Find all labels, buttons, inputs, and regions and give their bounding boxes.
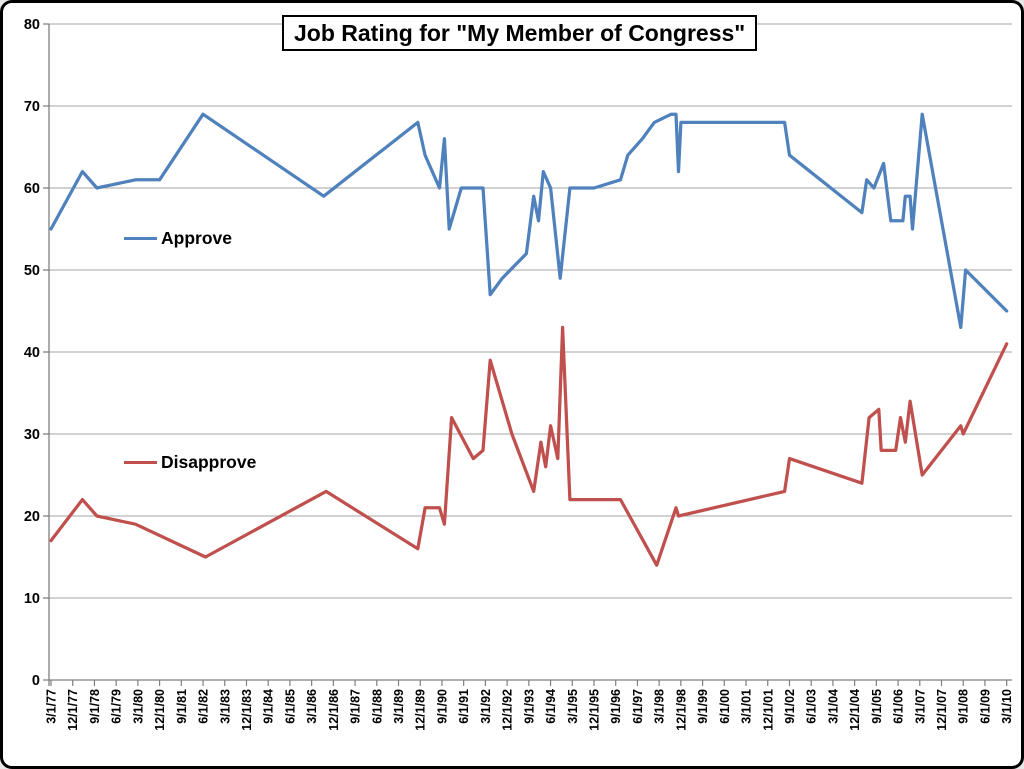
x-axis-label: 3/1/07: [913, 689, 927, 724]
x-axis-label: 9/1/81: [175, 689, 189, 724]
x-axis-label: 3/1/95: [566, 689, 580, 724]
x-axis-label: 3/1/92: [479, 689, 493, 724]
x-axis-label: 9/1/78: [88, 689, 102, 724]
y-axis-label: 30: [24, 427, 40, 443]
x-axis-label: 3/1/10: [1000, 689, 1014, 724]
chart-title: Job Rating for "My Member of Congress": [294, 19, 746, 46]
x-axis-label: 6/1/03: [805, 689, 819, 724]
x-axis-ticks: [50, 680, 1008, 686]
x-axis-label: 12/1/07: [935, 689, 949, 731]
x-axis-label: 6/1/97: [631, 689, 645, 724]
x-axis-label: 12/1/89: [414, 689, 428, 731]
x-axis-labels: 3/1/77 12/1/77 9/1/78 6/1/79 3/1/80 12/1/80 9/…: [45, 689, 1015, 731]
x-axis-label: 9/1/99: [696, 689, 710, 724]
x-axis-label: 3/1/01: [740, 689, 754, 724]
x-axis-label: 9/1/96: [609, 689, 623, 724]
y-axis-labels: 0 10 20 30 40 50 60 70 80: [24, 17, 40, 689]
x-axis-label: 3/1/80: [131, 689, 145, 724]
x-axis-label: 12/1/04: [848, 689, 862, 731]
y-axis-label: 0: [32, 673, 40, 689]
x-axis-label: 6/1/09: [978, 689, 992, 724]
x-axis-label: 12/1/01: [761, 689, 775, 731]
x-axis-label: 6/1/06: [892, 689, 906, 724]
x-axis-label: 9/1/02: [783, 689, 797, 724]
x-axis-label: 6/1/79: [110, 689, 124, 724]
x-axis-label: 3/1/04: [826, 689, 840, 724]
x-axis-label: 6/1/88: [370, 689, 384, 724]
approve-series-line: [49, 112, 1009, 330]
x-axis-label: 12/1/83: [240, 689, 254, 731]
chart-canvas: 0 10 20 30 40 50 60 70 80 3/1/77 12/1/77 9/1/78 6/1/…: [24, 17, 1015, 731]
x-axis-label: 9/1/05: [870, 689, 884, 724]
legend-approve-label: Approve: [161, 228, 232, 248]
gridlines: [49, 23, 1012, 681]
y-axis-label: 50: [24, 263, 40, 279]
x-axis-label: 6/1/85: [283, 689, 297, 724]
x-axis-label: 6/1/82: [197, 689, 211, 724]
approve-line-swatch: [124, 236, 157, 241]
x-axis-label: 9/1/90: [435, 689, 449, 724]
y-axis-label: 60: [24, 181, 40, 197]
x-axis-label: 9/1/87: [349, 689, 363, 724]
x-axis-label: 12/1/80: [153, 689, 167, 731]
y-axis-label: 40: [24, 345, 40, 361]
x-axis-label: 9/1/84: [262, 689, 276, 724]
x-axis-label: 3/1/77: [45, 689, 59, 724]
disapprove-series-line: [49, 325, 1009, 567]
x-axis-label: 12/1/86: [327, 689, 341, 731]
x-axis-label: 12/1/92: [501, 689, 515, 731]
x-axis-label: 3/1/89: [392, 689, 406, 724]
y-axis-label: 70: [24, 99, 40, 115]
x-axis-label: 6/1/00: [718, 689, 732, 724]
x-axis-label: 12/1/95: [587, 689, 601, 731]
legend-disapprove: Disapprove: [124, 452, 256, 473]
y-axis-label: 80: [24, 17, 40, 33]
x-axis-label: 9/1/93: [522, 689, 536, 724]
y-axis-label: 20: [24, 509, 40, 525]
y-axis-ticks: [43, 23, 49, 681]
x-axis-label: 6/1/94: [544, 689, 558, 724]
x-axis-label: 3/1/98: [653, 689, 667, 724]
x-axis-label: 12/1/77: [66, 689, 80, 731]
legend-approve: Approve: [124, 228, 232, 249]
x-axis-label: 6/1/91: [457, 689, 471, 724]
x-axis-label: 3/1/83: [218, 689, 232, 724]
x-axis-label: 12/1/98: [674, 689, 688, 731]
x-axis-label: 9/1/08: [957, 689, 971, 724]
disapprove-line-swatch: [124, 460, 157, 465]
x-axis-label: 3/1/86: [305, 689, 319, 724]
chart-title-box: Job Rating for "My Member of Congress": [282, 15, 758, 51]
legend-disapprove-label: Disapprove: [161, 452, 257, 472]
y-axis-label: 10: [24, 591, 40, 607]
